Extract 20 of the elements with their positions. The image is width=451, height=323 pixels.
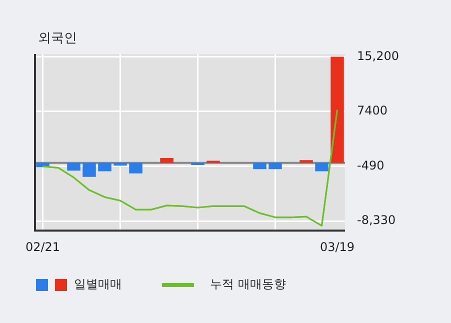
y-tick-label: -490 — [357, 158, 384, 172]
x-tick-label: 02/21 — [25, 240, 60, 254]
y-tick-label: 7400 — [357, 103, 388, 118]
bar — [253, 162, 266, 170]
bar — [268, 162, 282, 170]
bar — [82, 162, 96, 177]
bar — [129, 162, 142, 174]
bar — [300, 160, 313, 163]
y-tick-label: 15,200 — [357, 48, 400, 63]
bar — [330, 56, 344, 163]
bar — [160, 158, 174, 163]
bar — [98, 162, 112, 172]
x-tick-label: 03/19 — [320, 240, 355, 254]
y-tick-label: -8,330 — [357, 213, 396, 228]
chart-title: 외국인 — [38, 30, 77, 47]
bar — [114, 162, 127, 166]
bar — [67, 162, 80, 171]
legend-label: 누적 매매동향 — [210, 276, 286, 293]
bar — [315, 162, 328, 172]
legend-label: 일별매매 — [74, 276, 122, 293]
